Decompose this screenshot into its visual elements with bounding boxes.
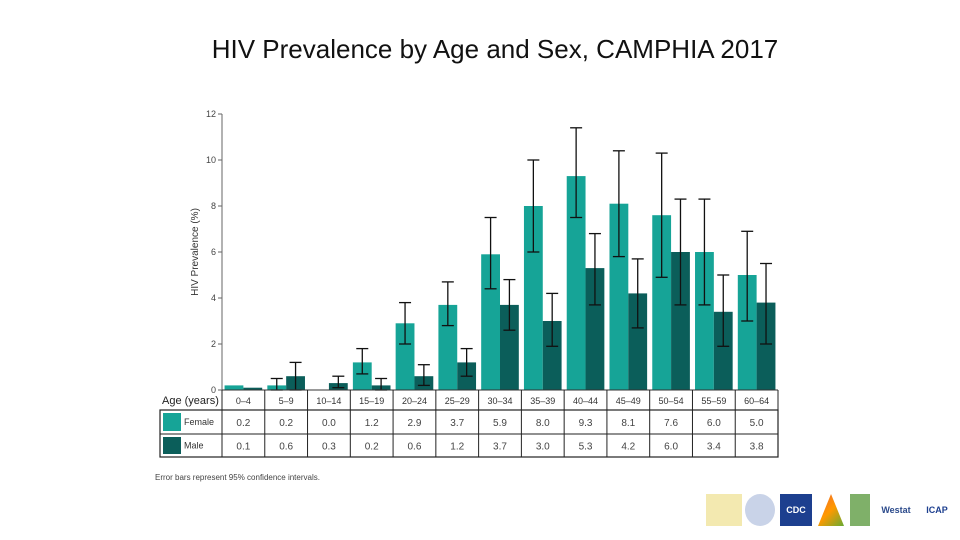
bar-male: [500, 304, 519, 390]
x-tick-label: 5–9: [279, 396, 294, 406]
legend-swatch: [163, 413, 181, 431]
cdc-logo: CDC: [780, 494, 812, 526]
data-label: 3.4: [707, 442, 721, 453]
footnote: Error bars represent 95% confidence inte…: [155, 473, 320, 482]
data-label: 5.9: [493, 418, 507, 429]
data-label: 0.6: [279, 442, 293, 453]
x-tick-label: 60–64: [744, 396, 769, 406]
x-tick-label: 20–24: [402, 396, 427, 406]
westat-logo: Westat: [881, 505, 911, 515]
bar-female: [695, 252, 714, 390]
data-label: 0.3: [322, 442, 336, 453]
chart-title: HIV Prevalence by Age and Sex, CAMPHIA 2…: [211, 34, 779, 64]
data-label: 9.3: [579, 418, 593, 429]
bar-male: [671, 252, 690, 390]
y-tick-label: 10: [206, 155, 216, 165]
bar-female: [395, 323, 415, 390]
data-label: 4.2: [621, 442, 635, 453]
x-tick-label: 55–59: [701, 396, 726, 406]
legend-label: Female: [184, 417, 214, 427]
data-label: 3.7: [450, 418, 464, 429]
icap-logo: ICAP: [926, 505, 948, 515]
data-label: 7.6: [664, 418, 678, 429]
bar-male: [542, 321, 562, 390]
x-tick-label: 0–4: [236, 396, 251, 406]
y-axis-label: HIV Prevalence (%): [190, 208, 201, 296]
bar-female: [352, 362, 372, 390]
x-tick-label: 45–49: [616, 396, 641, 406]
bar-female: [566, 176, 586, 390]
data-label: 0.2: [365, 442, 379, 453]
bar-male: [243, 387, 263, 390]
data-label: 3.8: [750, 442, 764, 453]
y-tick-label: 0: [211, 385, 216, 395]
bar-female: [737, 275, 757, 390]
x-tick-label: 40–44: [573, 396, 598, 406]
data-label: 5.3: [579, 442, 593, 453]
bar-male: [585, 268, 605, 390]
x-tick-label: 15–19: [359, 396, 384, 406]
x-tick-label: 25–29: [445, 396, 470, 406]
bar-male: [628, 293, 648, 390]
x-axis-label: Age (years): [162, 395, 219, 407]
bar-male: [713, 311, 733, 390]
data-label: 6.0: [707, 418, 721, 429]
data-label: 0.6: [408, 442, 422, 453]
x-tick-label: 35–39: [530, 396, 555, 406]
bar-female: [609, 203, 629, 390]
y-tick-label: 12: [206, 109, 216, 119]
data-label: 0.0: [322, 418, 336, 429]
data-label: 8.0: [536, 418, 550, 429]
partner-logo-2: [850, 494, 870, 526]
data-label: 2.9: [408, 418, 422, 429]
bar-male: [756, 302, 776, 390]
x-tick-label: 30–34: [487, 396, 512, 406]
data-label: 1.2: [450, 442, 464, 453]
data-label: 1.2: [365, 418, 379, 429]
data-label: 8.1: [621, 418, 635, 429]
data-label: 0.2: [279, 418, 293, 429]
ministry-logo: [706, 494, 742, 526]
y-tick-label: 4: [211, 293, 216, 303]
x-tick-label: 50–54: [659, 396, 684, 406]
y-tick-label: 2: [211, 339, 216, 349]
data-label: 6.0: [664, 442, 678, 453]
data-label: 0.2: [236, 418, 250, 429]
data-label: 5.0: [750, 418, 764, 429]
x-tick-label: 10–14: [316, 396, 341, 406]
y-tick-label: 8: [211, 201, 216, 211]
legend-label: Male: [184, 441, 204, 451]
bar-female: [224, 385, 244, 390]
legend-swatch: [163, 437, 181, 454]
bar-female: [652, 215, 672, 390]
pepfar-seal-logo: [745, 494, 775, 526]
data-label: 3.0: [536, 442, 550, 453]
y-tick-label: 6: [211, 247, 216, 257]
data-label: 0.1: [236, 442, 250, 453]
data-label: 3.7: [493, 442, 507, 453]
